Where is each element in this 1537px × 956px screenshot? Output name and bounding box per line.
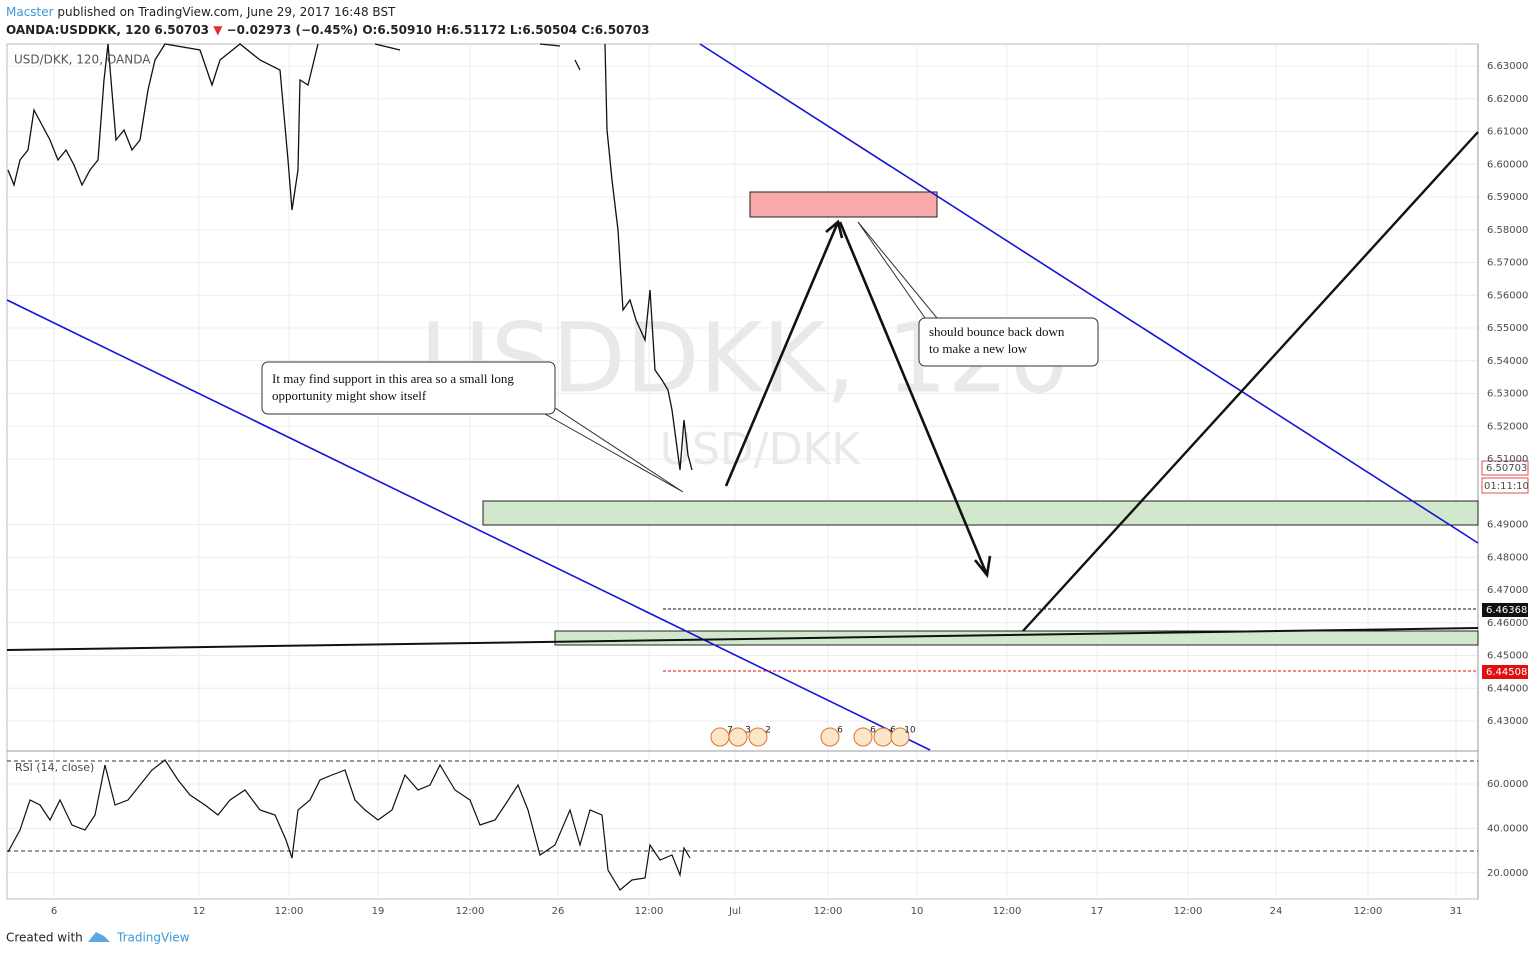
arrow [838, 221, 992, 579]
badge [1482, 665, 1528, 679]
time-tick-label: 12:00 [275, 906, 304, 917]
symbol-line: OANDA:USDDKK, 120 6.50703 ▼ −0.02973 (−0… [6, 23, 649, 37]
trend-line [6, 627, 1479, 651]
low: L:6.50504 [510, 23, 577, 37]
watermark-sub: USD/DKK [660, 424, 862, 475]
event-marker [820, 727, 840, 747]
callout-text: to make a new low [929, 341, 1028, 356]
footer-brand: TradingView [116, 931, 190, 945]
support-zone [482, 500, 1479, 526]
price-path [7, 43, 693, 471]
time-tick-label: 12:00 [456, 906, 485, 917]
price-tick-label: 6.60000 [1487, 159, 1528, 170]
time-tick-label: 12:00 [993, 906, 1022, 917]
event-count: 6 [837, 726, 843, 736]
price-tick-label: 6.62000 [1487, 94, 1528, 105]
close: C:6.50703 [581, 23, 649, 37]
price-tick-label: 6.43000 [1487, 716, 1528, 727]
time-tick-label: 12:00 [635, 906, 664, 917]
callout [261, 361, 556, 415]
support-zone-lower [554, 630, 1479, 646]
trend-line [699, 43, 1479, 544]
resistance-zone [749, 191, 938, 218]
event-count: 3 [745, 726, 751, 736]
time-tick-label: 24 [1270, 906, 1283, 917]
time-tick-label: 19 [372, 906, 385, 917]
event-count: 10 [904, 726, 916, 736]
price-tick-label: 6.46000 [1487, 618, 1528, 629]
grid [7, 44, 1478, 899]
time-tick-label: 31 [1450, 906, 1463, 917]
open: O:6.50910 [362, 23, 432, 37]
rsi-label: RSI (14, close) [15, 761, 94, 774]
high: H:6.51172 [436, 23, 506, 37]
event-count: 7 [727, 726, 733, 736]
event-marker [890, 727, 910, 747]
time-tick-label: 12:00 [1354, 906, 1383, 917]
time-tick-label: 6 [51, 906, 57, 917]
series-legend: USD/DKK, 120, OANDA [14, 53, 151, 67]
logo [88, 932, 110, 942]
event-count: 6 [870, 726, 876, 736]
plot-frame [6, 43, 1479, 900]
time-tick-label: 12:00 [1174, 906, 1203, 917]
price-tick-label: 6.44000 [1487, 683, 1528, 694]
badge [1482, 603, 1528, 617]
callout-text: It may find support in this area so a sm… [272, 371, 514, 386]
event-marker [728, 727, 748, 747]
rsi-tick-label: 40.0000 [1487, 823, 1528, 834]
footer-created: Created with [6, 931, 83, 945]
badge [1481, 460, 1529, 476]
price-tick-label: 6.58000 [1487, 225, 1528, 236]
event-marker [748, 727, 768, 747]
published: published on TradingView.com, June 29, 2… [57, 5, 396, 19]
callout [918, 317, 1099, 367]
event-marker [853, 727, 873, 747]
trend-line [1022, 131, 1479, 632]
badge-text: 01:11:10 [1484, 481, 1529, 492]
callout-text: opportunity might show itself [272, 388, 427, 403]
badge-text: 6.46368 [1486, 605, 1527, 616]
badge-text: 6.50703 [1486, 463, 1527, 474]
price-tick-label: 6.63000 [1487, 61, 1528, 72]
price-tick-label: 6.55000 [1487, 323, 1528, 334]
price-tick-label: 6.52000 [1487, 421, 1528, 432]
last: 6.50703 [154, 23, 209, 37]
price-tick-label: 6.57000 [1487, 258, 1528, 269]
change: −0.02973 (−0.45%) [227, 23, 359, 37]
callout-text: should bounce back down [929, 324, 1065, 339]
header: Macster published on TradingView.com, Ju… [6, 5, 396, 19]
time-tick-label: 10 [911, 906, 924, 917]
price-tick-label: 6.61000 [1487, 127, 1528, 138]
price-tick-label: 6.45000 [1487, 651, 1528, 662]
time-tick-label: 26 [552, 906, 565, 917]
rsi-line [7, 759, 691, 891]
price-tick-label: 6.54000 [1487, 356, 1528, 367]
price-tick-label: 6.51000 [1487, 454, 1528, 465]
price-tick-label: 6.59000 [1487, 192, 1528, 203]
time-tick-label: 12:00 [814, 906, 843, 917]
price-tick-label: 6.53000 [1487, 389, 1528, 400]
rsi-tick-label: 20.0000 [1487, 868, 1528, 879]
price-tick-label: 6.47000 [1487, 585, 1528, 596]
price-tick-label: 6.48000 [1487, 552, 1528, 563]
event-count: 2 [765, 726, 771, 736]
rsi-tick-label: 60.0000 [1487, 779, 1528, 790]
badge [1481, 477, 1529, 494]
price-tick-label: 6.49000 [1487, 520, 1528, 531]
symbol: OANDA:USDDKK, 120 [6, 23, 150, 37]
time-tick-label: 17 [1091, 906, 1104, 917]
badge-text: 6.44508 [1486, 667, 1527, 678]
trend-line [6, 299, 931, 751]
time-tick-label: 12 [193, 906, 206, 917]
price-tick-label: 6.56000 [1487, 290, 1528, 301]
author: Macster [6, 5, 54, 19]
time-tick-label: Jul [728, 906, 741, 917]
arrow [724, 219, 844, 487]
